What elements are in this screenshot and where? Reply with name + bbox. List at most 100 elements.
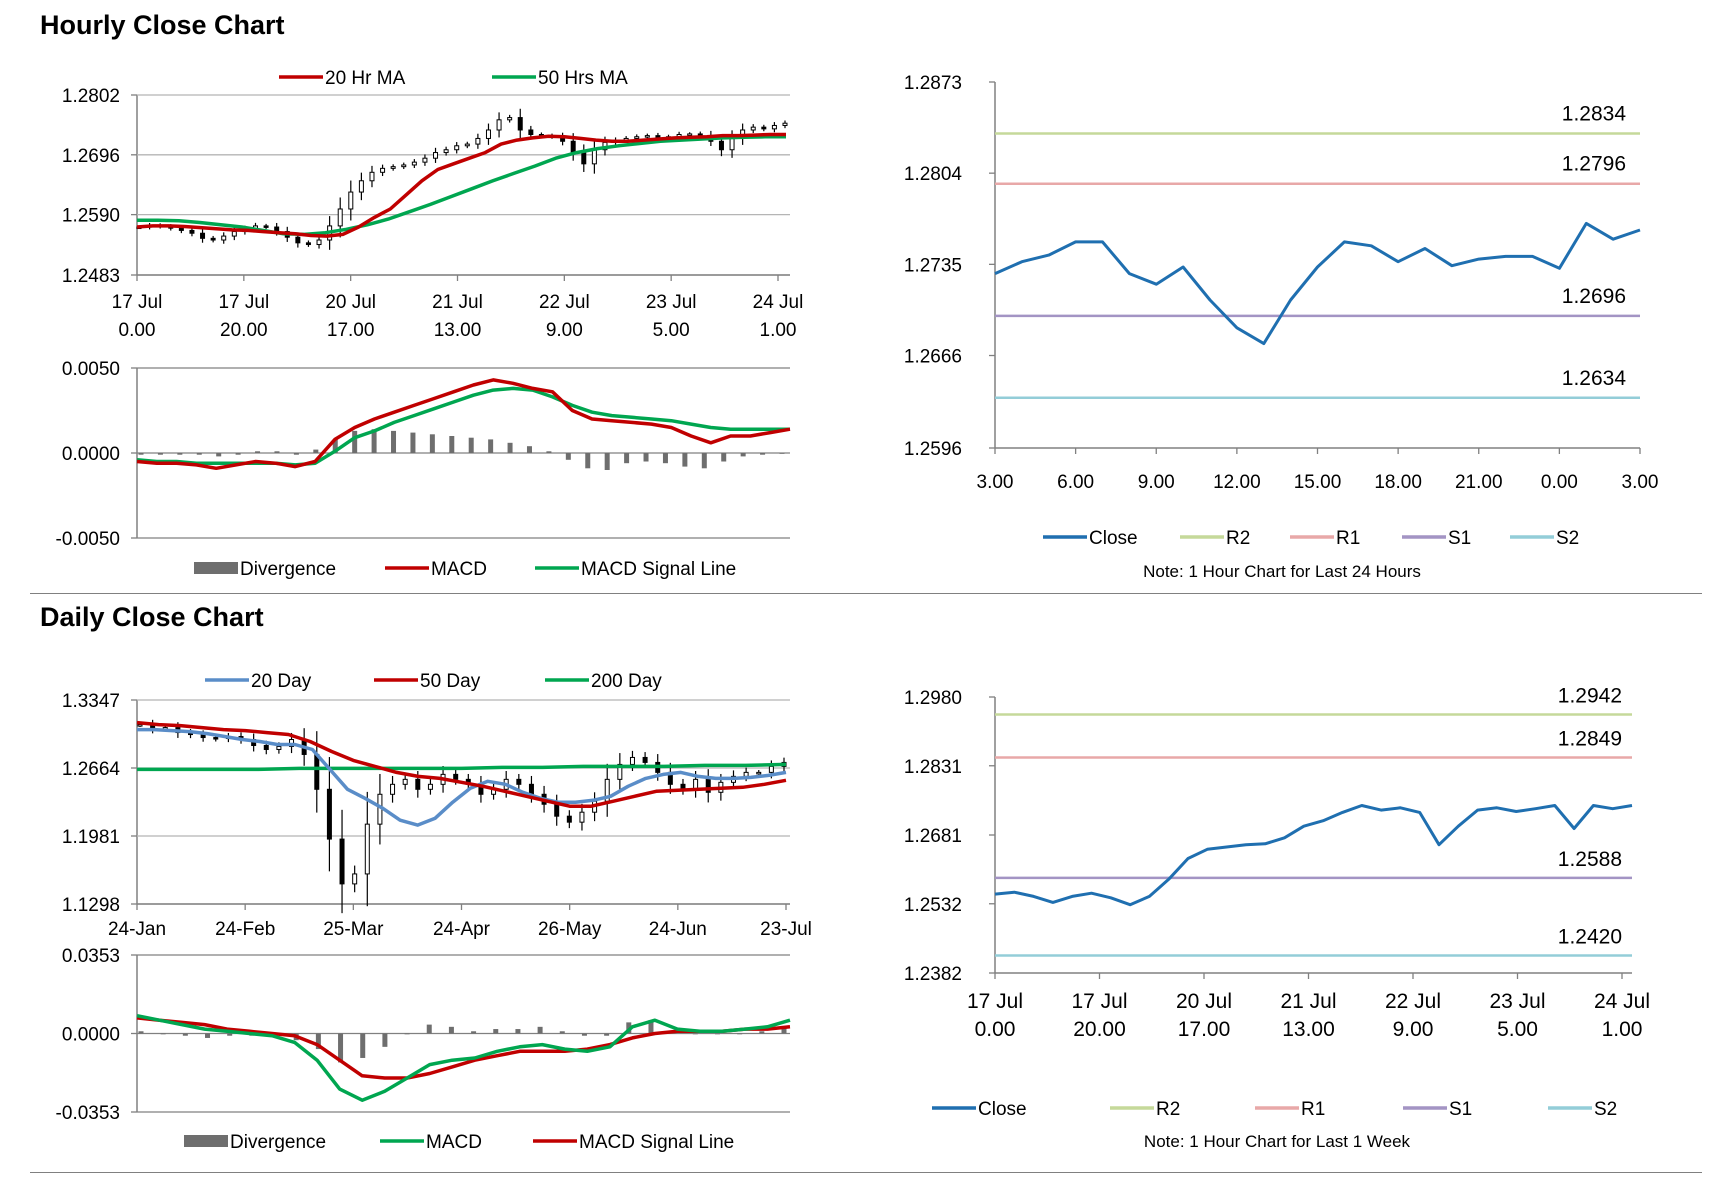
daily-macd-y-tick-label: 0.0000 xyxy=(62,1025,120,1046)
daily-price-x-tick-label: 24-Jan xyxy=(108,919,166,940)
hourly-price-candle-body xyxy=(422,157,428,163)
daily-macd-divergence-bar xyxy=(160,1033,166,1035)
daily-price-candle-body xyxy=(453,773,459,780)
hourly-price-candle-body xyxy=(295,236,301,244)
hourly-macd-legend-signal-label: MACD Signal Line xyxy=(581,559,736,580)
daily-price-y-tick-label: 1.1981 xyxy=(62,827,120,848)
hourly-macd-legend-divergence-swatch xyxy=(194,562,238,574)
daily-price-candle-body xyxy=(617,763,623,780)
hourly-price-candle-body xyxy=(729,137,735,151)
hourly-macd-divergence-bar xyxy=(352,430,358,453)
hourly-price-candle-body xyxy=(750,126,756,131)
daily-price-candle-body xyxy=(390,783,396,795)
hourly-price-x-tick-label: 9.00 xyxy=(546,320,583,341)
daily-close-legend-close-label: Close xyxy=(978,1099,1027,1120)
hourly-price-candle-body xyxy=(485,129,491,139)
daily-close-legend-r2-label: R2 xyxy=(1156,1099,1180,1120)
hourly-macd-divergence-bar xyxy=(721,453,727,462)
daily-price-candle-body xyxy=(326,788,332,840)
daily-price-candle-body xyxy=(629,756,635,765)
hourly-close-y-tick-label: 1.2804 xyxy=(904,164,963,185)
hourly-macd-divergence-bar xyxy=(507,442,513,453)
hourly-price-candle-body xyxy=(380,167,386,173)
hourly-price-candle-body xyxy=(358,180,364,193)
daily-close-x-tick-label: 20 Jul xyxy=(1176,990,1232,1013)
daily-price-x-tick-label: 24-Jun xyxy=(649,919,707,940)
daily-close-x-tick-label: 17 Jul xyxy=(1071,990,1127,1013)
daily-close-x-tick-label: 0.00 xyxy=(975,1018,1016,1041)
daily-price-candle-body xyxy=(427,783,433,790)
hourly-macd-divergence-bar xyxy=(313,449,319,453)
daily-macd-divergence-bar xyxy=(737,1033,743,1035)
daily-price-candle-body xyxy=(756,771,762,775)
hourly-close-x-tick-label: 3.00 xyxy=(977,472,1014,493)
daily-close-y-tick-label: 1.2382 xyxy=(904,964,962,985)
daily-macd-divergence-bar xyxy=(426,1024,432,1034)
hourly-macd-divergence-bar xyxy=(177,453,183,455)
daily-macd-signal-line xyxy=(136,1016,791,1080)
hourly-price-x-tick-label: 20 Jul xyxy=(325,292,376,313)
daily-macd-divergence-bar xyxy=(338,1033,344,1063)
daily-close-x-tick-label: 1.00 xyxy=(1602,1018,1643,1041)
daily-price-candle-body xyxy=(768,765,774,773)
hourly-price-candle-body xyxy=(771,124,777,130)
hourly-macd-divergence-bar xyxy=(779,453,785,454)
daily-close-x-tick-label: 17.00 xyxy=(1178,1018,1231,1041)
hourly-close-note: Note: 1 Hour Chart for Last 24 Hours xyxy=(1143,562,1421,581)
hourly-close-level-label-r1: 1.2796 xyxy=(1562,153,1626,176)
hourly-macd-divergence-bar xyxy=(468,437,474,453)
daily-price-y-tick-label: 1.1298 xyxy=(62,895,120,916)
hourly-price-candle-body xyxy=(316,239,322,246)
hourly-close-y-tick-label: 1.2666 xyxy=(904,347,962,368)
hourly-price-candle-body xyxy=(782,122,788,126)
hourly-price-candle-body xyxy=(200,232,206,239)
daily-close-level-label-s1: 1.2588 xyxy=(1558,848,1622,871)
daily-close-y-tick-label: 1.2532 xyxy=(904,895,962,916)
hourly-price-y-tick-label: 1.2483 xyxy=(62,266,120,287)
section-divider xyxy=(30,1172,1702,1173)
hourly-macd-y-tick-label: 0.0000 xyxy=(62,444,120,465)
hourly-price-candle-body xyxy=(178,227,184,231)
hourly-macd-divergence-bar xyxy=(235,453,241,455)
daily-close-y-tick-label: 1.2831 xyxy=(904,757,962,778)
daily-close-level-label-s2: 1.2420 xyxy=(1558,925,1622,948)
daily-price-candle-body xyxy=(528,783,534,795)
hourly-macd-divergence-bar xyxy=(604,453,610,470)
hourly-close-x-tick-label: 21.00 xyxy=(1455,472,1503,493)
hourly-price-candle-body xyxy=(369,171,375,182)
daily-price-ma200-line xyxy=(137,762,787,772)
daily-macd-legend-divergence-label: Divergence xyxy=(230,1132,326,1153)
daily-close-x-tick-label: 24 Jul xyxy=(1594,990,1650,1013)
daily-macd-macd-line xyxy=(136,1013,791,1102)
daily-price-y-tick-label: 1.3347 xyxy=(62,691,120,712)
hourly-price-x-tick-label: 20.00 xyxy=(220,320,268,341)
hourly-close-y-tick-label: 1.2735 xyxy=(904,255,962,276)
hourly-price-legend-ma20-label: 20 Hr MA xyxy=(325,68,406,89)
hourly-close-level-label-s2: 1.2634 xyxy=(1562,367,1627,390)
daily-price-candle-body xyxy=(566,815,572,823)
hourly-price-y-tick-label: 1.2696 xyxy=(62,146,120,167)
hourly-price-candle-body xyxy=(411,161,417,166)
daily-macd-legend-signal-label: MACD Signal Line xyxy=(579,1132,734,1153)
hourly-macd-divergence-bar xyxy=(216,453,222,457)
hourly-close-legend-r1-label: R1 xyxy=(1336,528,1360,549)
daily-macd-divergence-bar xyxy=(559,1031,565,1034)
daily-macd-divergence-bar xyxy=(515,1029,521,1034)
hourly-price-x-tick-label: 17 Jul xyxy=(218,292,269,313)
daily-macd-divergence-bar xyxy=(404,1033,410,1035)
hourly-close-x-tick-label: 0.00 xyxy=(1541,472,1578,493)
hourly-macd-divergence-bar xyxy=(293,453,299,455)
daily-price-candle-body xyxy=(276,745,282,750)
hourly-close-legend-close-label: Close xyxy=(1089,528,1138,549)
daily-price-candle-body xyxy=(743,771,749,777)
daily-price-candle-body xyxy=(263,744,269,750)
hourly-price-candle-body xyxy=(570,140,576,154)
daily-macd-divergence-bar xyxy=(205,1033,211,1038)
hourly-close-x-tick-label: 12.00 xyxy=(1213,472,1261,493)
hourly-price-candle-body xyxy=(221,235,227,241)
daily-price-candle-body xyxy=(339,838,345,885)
hourly-price-x-tick-label: 13.00 xyxy=(434,320,482,341)
hourly-price-ma20-line xyxy=(136,132,786,238)
hourly-price-candle-body xyxy=(348,191,354,210)
daily-close-level-label-r2: 1.2942 xyxy=(1558,685,1622,708)
